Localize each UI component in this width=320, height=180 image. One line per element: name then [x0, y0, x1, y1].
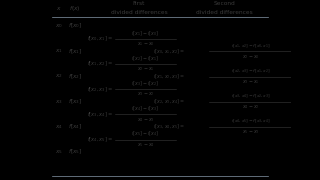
Text: $x_3-x_1$: $x_3-x_1$ — [242, 78, 259, 86]
Text: $x_{5}$: $x_{5}$ — [55, 148, 63, 156]
Text: $f[x_0, x_1, x_2] =$: $f[x_0, x_1, x_2] =$ — [153, 47, 185, 56]
Text: $f[x_2,x_3]-f[x_1,x_2]$: $f[x_2,x_3]-f[x_1,x_2]$ — [231, 68, 270, 75]
Text: divided differences: divided differences — [196, 10, 253, 15]
Text: $f[x_3,x_4]-f[x_2,x_3]$: $f[x_3,x_4]-f[x_2,x_3]$ — [231, 93, 270, 100]
Text: Second: Second — [213, 1, 235, 6]
Text: $f[x_0, x_1] =$: $f[x_0, x_1] =$ — [87, 34, 113, 43]
Text: $x$: $x$ — [56, 5, 62, 12]
Text: $f[x_{4}]$: $f[x_{4}]$ — [68, 123, 82, 131]
Text: $f[x_2, x_3] =$: $f[x_2, x_3] =$ — [87, 85, 113, 93]
Text: $x_4-x_2$: $x_4-x_2$ — [242, 103, 259, 111]
Text: $f[x_2]-f[x_1]$: $f[x_2]-f[x_1]$ — [132, 54, 160, 63]
Text: $x_{4}$: $x_{4}$ — [55, 123, 63, 131]
Text: $x_{1}$: $x_{1}$ — [55, 47, 63, 55]
Text: $f[x_3]-f[x_2]$: $f[x_3]-f[x_2]$ — [132, 79, 160, 88]
Text: $x_{2}$: $x_{2}$ — [55, 73, 63, 80]
Text: $f[x_1, x_2] =$: $f[x_1, x_2] =$ — [87, 60, 113, 68]
Text: $f[x_4,x_5]-f[x_3,x_4]$: $f[x_4,x_5]-f[x_3,x_4]$ — [231, 118, 270, 125]
Text: $f[x_3, x_4] =$: $f[x_3, x_4] =$ — [87, 110, 113, 119]
Text: $x_5-x_4$: $x_5-x_4$ — [137, 141, 155, 149]
Text: $f[x_4]-f[x_3]$: $f[x_4]-f[x_3]$ — [132, 105, 160, 113]
Text: $x_{3}$: $x_{3}$ — [55, 98, 63, 106]
Text: $x_2-x_1$: $x_2-x_1$ — [137, 65, 154, 73]
Text: divided differences: divided differences — [111, 10, 167, 15]
Text: $x_{0}$: $x_{0}$ — [55, 22, 63, 30]
Text: $f(x)$: $f(x)$ — [69, 4, 81, 13]
Text: $x_4-x_3$: $x_4-x_3$ — [137, 116, 154, 124]
Text: $f[x_2, x_3, x_4] =$: $f[x_2, x_3, x_4] =$ — [153, 97, 185, 106]
Text: $f[x_{0}]$: $f[x_{0}]$ — [68, 22, 82, 30]
Text: $f[x_5]-f[x_4]$: $f[x_5]-f[x_4]$ — [132, 130, 160, 138]
Text: $f[x_{3}]$: $f[x_{3}]$ — [68, 97, 82, 106]
Text: First: First — [133, 1, 145, 6]
Text: $x_2-x_0$: $x_2-x_0$ — [242, 53, 260, 61]
Text: $f[x_3, x_4, x_5] =$: $f[x_3, x_4, x_5] =$ — [153, 123, 185, 131]
Text: $f[x_4, x_5] =$: $f[x_4, x_5] =$ — [87, 135, 113, 144]
Text: $f[x_{2}]$: $f[x_{2}]$ — [68, 72, 82, 81]
Text: $f[x_1,x_2]-f[x_0,x_1]$: $f[x_1,x_2]-f[x_0,x_1]$ — [231, 42, 270, 50]
Text: $x_5-x_3$: $x_5-x_3$ — [242, 128, 259, 136]
Text: $f[x_1, x_2, x_3] =$: $f[x_1, x_2, x_3] =$ — [153, 72, 185, 81]
Text: $x_3-x_2$: $x_3-x_2$ — [137, 91, 154, 98]
Text: $f[x_1]-f[x_0]$: $f[x_1]-f[x_0]$ — [132, 29, 160, 38]
Text: $x_1-x_0$: $x_1-x_0$ — [137, 40, 155, 48]
Text: $f[x_{1}]$: $f[x_{1}]$ — [68, 47, 82, 56]
Text: $f[x_{5}]$: $f[x_{5}]$ — [68, 148, 82, 156]
